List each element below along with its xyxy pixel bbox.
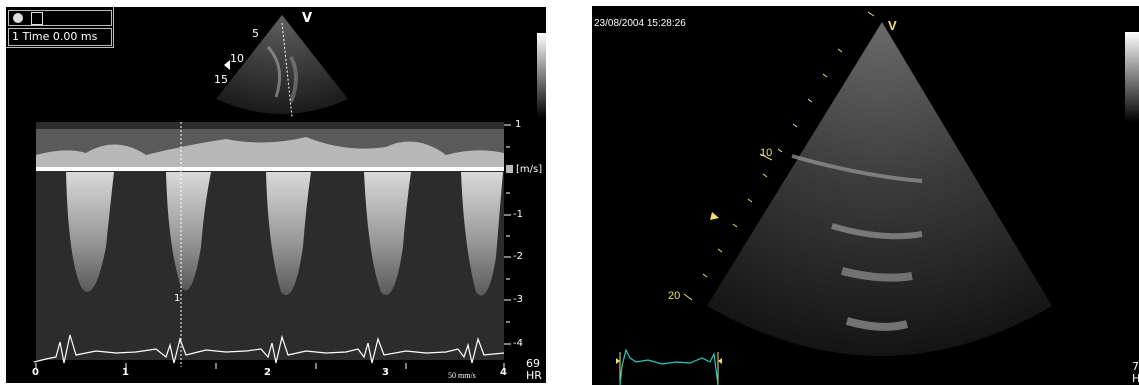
doppler-panel: 1 Time 0.00 ms V 5 10 15 1 [m/s] -1 -2 -… [6, 7, 546, 383]
echo-sector [707, 22, 1052, 356]
time-tick-1: 1 [122, 367, 129, 378]
velocity-tick-minus3: -3 [513, 294, 523, 305]
greyscale-bar-right [1125, 32, 1139, 122]
sweep-speed: 50 mm/s [448, 371, 476, 380]
depth-marker-triangle [224, 60, 230, 70]
depth-label-15: 15 [214, 73, 228, 86]
time-tick-3: 3 [382, 367, 389, 378]
greyscale-bar [537, 33, 546, 118]
record-dot-icon[interactable] [13, 13, 23, 23]
velocity-tick-minus4: -4 [513, 338, 523, 349]
velocity-tick-1: 1 [515, 119, 522, 130]
focus-marker-triangle [710, 212, 719, 220]
reverse-flow-lobes [54, 172, 503, 296]
sector-orientation-marker: V [302, 11, 313, 26]
doppler-baseline [36, 167, 504, 171]
depth-label-10: 10 [760, 147, 773, 159]
timestamp: 23/08/2004 15:28:26 [594, 18, 686, 29]
hr-unit-right: HR [1132, 372, 1139, 385]
echo-graphics [616, 11, 1139, 385]
depth-ticks [702, 48, 843, 278]
time-readout: 1 Time 0.00 ms [12, 30, 98, 43]
orientation-marker: V [888, 18, 897, 33]
depth-label-5: 5 [252, 27, 259, 40]
hr-value-right: 7 [1132, 360, 1139, 373]
velocity-tick-minus1: -1 [513, 209, 523, 220]
time-readout-box: 1 Time 0.00 ms [8, 28, 112, 46]
hr-unit: HR [526, 369, 542, 382]
time-tick-4: 4 [500, 367, 507, 378]
echo-panel: 23/08/2004 15:28:26 V 10 20 7 HR [592, 6, 1139, 385]
hr-value: 69 [526, 357, 540, 370]
time-tick-2: 2 [264, 367, 271, 378]
ecg-mini-trace [616, 348, 722, 385]
velocity-unit: [m/s] [516, 164, 543, 175]
header-box: 1 Time 0.00 ms [6, 7, 114, 48]
ecg-trace [33, 334, 505, 364]
header-toolbar [8, 10, 112, 26]
depth-label-20: 20 [668, 290, 681, 302]
depth-label-10: 10 [230, 52, 244, 65]
doppler-graphics [33, 15, 546, 369]
cursor-icon[interactable] [31, 12, 43, 25]
cursor-number: 1 [174, 293, 181, 304]
time-tick-0: 0 [32, 367, 39, 378]
mini-sector-image [216, 15, 348, 114]
velocity-tick-minus2: -2 [513, 251, 523, 262]
baseline-handle [506, 165, 513, 173]
